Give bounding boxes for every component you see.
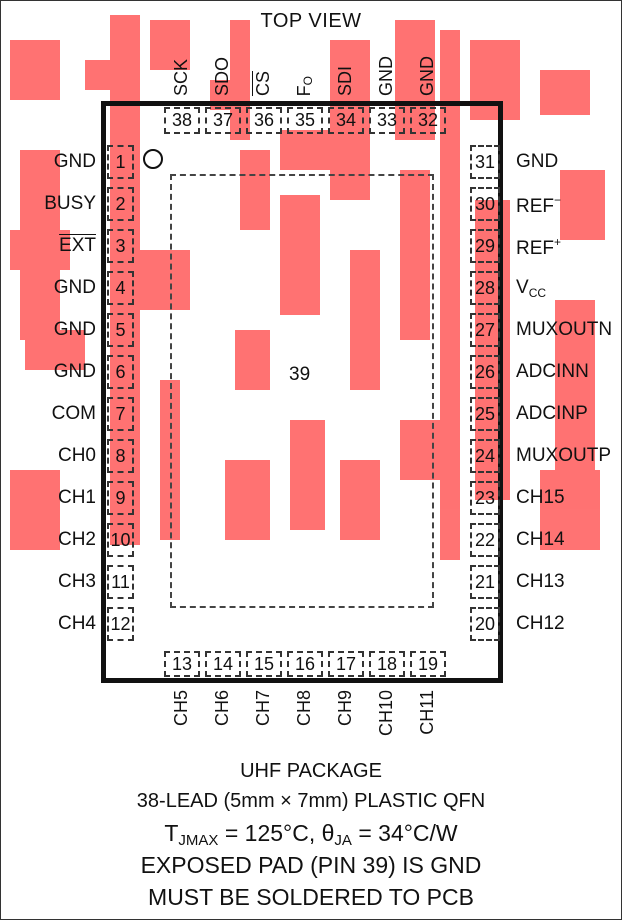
- pin-box-36: 36: [246, 107, 282, 134]
- exposed-pad-number: 39: [289, 364, 311, 385]
- pin-label-14: CH6: [212, 690, 232, 727]
- pin-label-37: SDO: [212, 56, 232, 96]
- pin-box-16: 16: [287, 651, 323, 677]
- pin-label-12: CH4: [57, 613, 96, 634]
- pin-label-31: GND: [516, 151, 559, 172]
- pin-label-3: EXT: [59, 235, 96, 256]
- package-body: [101, 101, 503, 683]
- pin-label-17: CH9: [335, 690, 355, 727]
- pin-label-36: CS: [253, 70, 273, 96]
- pin-label-5: GND: [53, 319, 96, 340]
- pin-box-18: 18: [369, 651, 405, 677]
- pin-label-18: CH10: [376, 690, 396, 737]
- pin-box-31: 31: [470, 145, 500, 179]
- pin-box-37: 37: [205, 107, 241, 134]
- pin-box-9: 9: [107, 481, 134, 515]
- pin-box-22: 22: [470, 523, 500, 557]
- pin-label-9: CH1: [57, 487, 96, 508]
- pin-label-34: SDI: [335, 65, 355, 96]
- pin-box-10: 10: [107, 523, 134, 557]
- pin-box-2: 2: [107, 187, 134, 221]
- pin-box-17: 17: [328, 651, 364, 677]
- pin-label-4: GND: [53, 277, 96, 298]
- pin-box-6: 6: [107, 355, 134, 389]
- pin-box-24: 24: [470, 439, 500, 473]
- pin-box-1: 1: [107, 145, 134, 179]
- pin-label-35: FO: [294, 75, 315, 96]
- pin-box-5: 5: [107, 313, 134, 347]
- pin-label-24: MUXOUTP: [516, 445, 611, 466]
- pin-label-1: GND: [53, 151, 96, 172]
- pin-label-23: CH15: [516, 487, 565, 508]
- pin-label-27: MUXOUTN: [516, 319, 613, 340]
- pin-label-15: CH7: [253, 690, 273, 727]
- pin-label-8: CH0: [57, 445, 96, 466]
- pin-label-21: CH13: [516, 571, 565, 592]
- pin-label-32: GND: [417, 56, 437, 96]
- pin-label-6: GND: [53, 361, 96, 382]
- pin-label-2: BUSY: [44, 193, 96, 214]
- pin-box-12: 12: [107, 607, 134, 641]
- pin-box-3: 3: [107, 229, 134, 263]
- pin-box-28: 28: [470, 271, 500, 305]
- pin-box-27: 27: [470, 313, 500, 347]
- pin-box-14: 14: [205, 651, 241, 677]
- pin1-indicator-icon: [143, 149, 163, 169]
- pin-label-26: ADCINN: [516, 361, 589, 382]
- pin-label-11: CH3: [57, 571, 96, 592]
- pin-box-13: 13: [164, 651, 200, 677]
- pin-box-34: 34: [328, 107, 364, 134]
- diagram-title: TOP VIEW: [260, 10, 362, 32]
- pin-box-20: 20: [470, 607, 500, 641]
- pin-box-25: 25: [470, 397, 500, 431]
- exposed-pad-note: EXPOSED PAD (PIN 39) IS GND: [140, 852, 482, 878]
- pin-box-30: 30: [470, 187, 500, 221]
- pin-label-19: CH11: [417, 690, 437, 735]
- pin-box-4: 4: [107, 271, 134, 305]
- pin-box-19: 19: [410, 651, 446, 677]
- pin-box-7: 7: [107, 397, 134, 431]
- package-name: UHF PACKAGE: [240, 760, 382, 782]
- pin-box-15: 15: [246, 651, 282, 677]
- pin-box-21: 21: [470, 565, 500, 599]
- solder-note: MUST BE SOLDERED TO PCB: [148, 884, 474, 910]
- pin-label-10: CH2: [57, 529, 96, 550]
- thermal-spec: TJMAX = 125°C, θJA = 34°C/W: [164, 820, 458, 849]
- pin-box-8: 8: [107, 439, 134, 473]
- pin-label-33: GND: [376, 56, 396, 96]
- pin-box-35: 35: [287, 107, 323, 134]
- pin-box-26: 26: [470, 355, 500, 389]
- pin-box-29: 29: [470, 229, 500, 263]
- pin-label-25: ADCINP: [516, 403, 588, 424]
- pin-label-30: REF−: [516, 193, 562, 217]
- pin-label-7: COM: [51, 403, 96, 424]
- pin-box-32: 32: [410, 107, 446, 134]
- pin-label-13: CH5: [171, 690, 191, 727]
- pin-label-29: REF+: [516, 235, 562, 259]
- pin-label-28: VCC: [516, 277, 547, 300]
- pin-label-22: CH14: [516, 529, 565, 550]
- pin-label-20: CH12: [516, 613, 565, 634]
- pin-label-16: CH8: [294, 690, 314, 727]
- pin-box-11: 11: [107, 565, 134, 599]
- pin-box-38: 38: [164, 107, 200, 134]
- package-description: 38-LEAD (5mm × 7mm) PLASTIC QFN: [136, 790, 486, 812]
- pin-box-23: 23: [470, 481, 500, 515]
- pin-box-33: 33: [369, 107, 405, 134]
- pin-label-38: SCK: [171, 58, 191, 96]
- exposed-pad: [170, 174, 434, 608]
